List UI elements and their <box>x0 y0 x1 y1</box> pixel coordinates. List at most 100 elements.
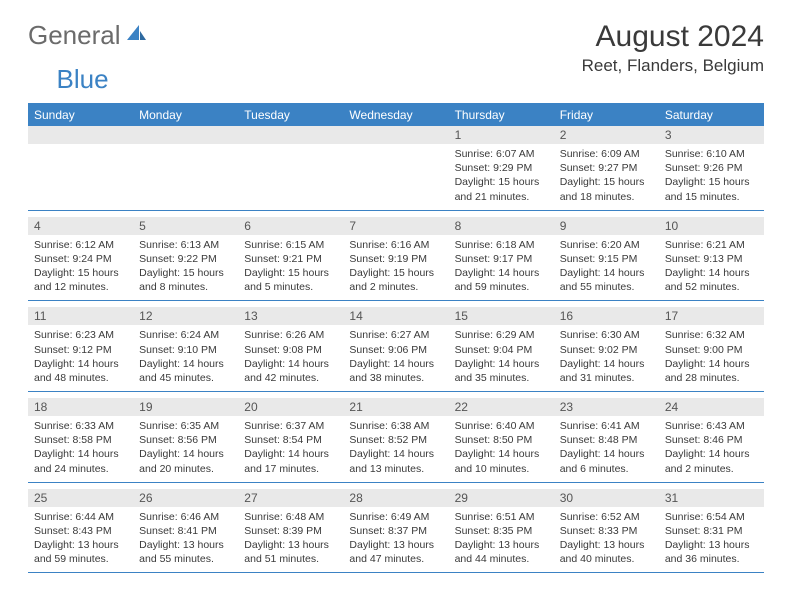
day-number: 8 <box>449 217 554 235</box>
day-body: Sunrise: 6:32 AMSunset: 9:00 PMDaylight:… <box>659 325 764 391</box>
day-number: 17 <box>659 307 764 325</box>
sunset-line: Sunset: 8:35 PM <box>455 524 548 538</box>
day-number-empty <box>343 126 448 144</box>
calendar-cell: 9Sunrise: 6:20 AMSunset: 9:15 PMDaylight… <box>554 217 659 302</box>
day-number: 9 <box>554 217 659 235</box>
daylight-line: Daylight: 15 hours and 8 minutes. <box>139 266 232 294</box>
sunset-line: Sunset: 8:56 PM <box>139 433 232 447</box>
day-body: Sunrise: 6:09 AMSunset: 9:27 PMDaylight:… <box>554 144 659 210</box>
sunrise-line: Sunrise: 6:10 AM <box>665 147 758 161</box>
calendar-cell: 13Sunrise: 6:26 AMSunset: 9:08 PMDayligh… <box>238 307 343 392</box>
calendar-cell: 6Sunrise: 6:15 AMSunset: 9:21 PMDaylight… <box>238 217 343 302</box>
day-body: Sunrise: 6:18 AMSunset: 9:17 PMDaylight:… <box>449 235 554 301</box>
daylight-line: Daylight: 14 hours and 24 minutes. <box>34 447 127 475</box>
calendar-cell-empty <box>343 126 448 211</box>
day-body: Sunrise: 6:12 AMSunset: 9:24 PMDaylight:… <box>28 235 133 301</box>
day-header: Monday <box>133 104 238 126</box>
day-number: 2 <box>554 126 659 144</box>
day-number: 6 <box>238 217 343 235</box>
month-title: August 2024 <box>582 20 764 54</box>
sunrise-line: Sunrise: 6:26 AM <box>244 328 337 342</box>
day-header: Sunday <box>28 104 133 126</box>
sunset-line: Sunset: 8:54 PM <box>244 433 337 447</box>
sunrise-line: Sunrise: 6:13 AM <box>139 238 232 252</box>
daylight-line: Daylight: 14 hours and 2 minutes. <box>665 447 758 475</box>
day-number: 7 <box>343 217 448 235</box>
calendar-cell: 17Sunrise: 6:32 AMSunset: 9:00 PMDayligh… <box>659 307 764 392</box>
day-number: 12 <box>133 307 238 325</box>
daylight-line: Daylight: 13 hours and 44 minutes. <box>455 538 548 566</box>
daylight-line: Daylight: 15 hours and 15 minutes. <box>665 175 758 203</box>
day-body: Sunrise: 6:51 AMSunset: 8:35 PMDaylight:… <box>449 507 554 573</box>
day-number-empty <box>133 126 238 144</box>
daylight-line: Daylight: 15 hours and 2 minutes. <box>349 266 442 294</box>
calendar-cell: 31Sunrise: 6:54 AMSunset: 8:31 PMDayligh… <box>659 489 764 574</box>
calendar-cell: 3Sunrise: 6:10 AMSunset: 9:26 PMDaylight… <box>659 126 764 211</box>
day-header: Wednesday <box>343 104 448 126</box>
sunrise-line: Sunrise: 6:44 AM <box>34 510 127 524</box>
day-number: 18 <box>28 398 133 416</box>
sunset-line: Sunset: 9:29 PM <box>455 161 548 175</box>
sunset-line: Sunset: 8:58 PM <box>34 433 127 447</box>
sunrise-line: Sunrise: 6:20 AM <box>560 238 653 252</box>
day-body: Sunrise: 6:21 AMSunset: 9:13 PMDaylight:… <box>659 235 764 301</box>
daylight-line: Daylight: 14 hours and 31 minutes. <box>560 357 653 385</box>
day-body: Sunrise: 6:44 AMSunset: 8:43 PMDaylight:… <box>28 507 133 573</box>
sunrise-line: Sunrise: 6:40 AM <box>455 419 548 433</box>
day-header: Tuesday <box>238 104 343 126</box>
calendar-cell: 26Sunrise: 6:46 AMSunset: 8:41 PMDayligh… <box>133 489 238 574</box>
day-number: 28 <box>343 489 448 507</box>
day-body: Sunrise: 6:33 AMSunset: 8:58 PMDaylight:… <box>28 416 133 482</box>
calendar-cell: 8Sunrise: 6:18 AMSunset: 9:17 PMDaylight… <box>449 217 554 302</box>
day-body: Sunrise: 6:35 AMSunset: 8:56 PMDaylight:… <box>133 416 238 482</box>
daylight-line: Daylight: 14 hours and 13 minutes. <box>349 447 442 475</box>
calendar-cell-empty <box>28 126 133 211</box>
daylight-line: Daylight: 14 hours and 48 minutes. <box>34 357 127 385</box>
calendar-cell: 28Sunrise: 6:49 AMSunset: 8:37 PMDayligh… <box>343 489 448 574</box>
daylight-line: Daylight: 14 hours and 6 minutes. <box>560 447 653 475</box>
daylight-line: Daylight: 14 hours and 10 minutes. <box>455 447 548 475</box>
daylight-line: Daylight: 13 hours and 51 minutes. <box>244 538 337 566</box>
daylight-line: Daylight: 14 hours and 42 minutes. <box>244 357 337 385</box>
calendar-cell: 1Sunrise: 6:07 AMSunset: 9:29 PMDaylight… <box>449 126 554 211</box>
day-number: 25 <box>28 489 133 507</box>
sunset-line: Sunset: 8:43 PM <box>34 524 127 538</box>
sunrise-line: Sunrise: 6:15 AM <box>244 238 337 252</box>
calendar-cell: 21Sunrise: 6:38 AMSunset: 8:52 PMDayligh… <box>343 398 448 483</box>
calendar-cell: 5Sunrise: 6:13 AMSunset: 9:22 PMDaylight… <box>133 217 238 302</box>
day-header: Friday <box>554 104 659 126</box>
sunrise-line: Sunrise: 6:27 AM <box>349 328 442 342</box>
calendar-cell: 29Sunrise: 6:51 AMSunset: 8:35 PMDayligh… <box>449 489 554 574</box>
day-number: 4 <box>28 217 133 235</box>
sunset-line: Sunset: 9:12 PM <box>34 343 127 357</box>
sunset-line: Sunset: 8:41 PM <box>139 524 232 538</box>
day-body: Sunrise: 6:07 AMSunset: 9:29 PMDaylight:… <box>449 144 554 210</box>
title-block: August 2024 Reet, Flanders, Belgium <box>582 20 764 76</box>
day-number: 30 <box>554 489 659 507</box>
calendar-cell: 7Sunrise: 6:16 AMSunset: 9:19 PMDaylight… <box>343 217 448 302</box>
daylight-line: Daylight: 13 hours and 55 minutes. <box>139 538 232 566</box>
day-body: Sunrise: 6:20 AMSunset: 9:15 PMDaylight:… <box>554 235 659 301</box>
sunset-line: Sunset: 9:27 PM <box>560 161 653 175</box>
sunrise-line: Sunrise: 6:09 AM <box>560 147 653 161</box>
daylight-line: Daylight: 13 hours and 40 minutes. <box>560 538 653 566</box>
calendar-cell: 30Sunrise: 6:52 AMSunset: 8:33 PMDayligh… <box>554 489 659 574</box>
sunrise-line: Sunrise: 6:48 AM <box>244 510 337 524</box>
calendar-cell: 4Sunrise: 6:12 AMSunset: 9:24 PMDaylight… <box>28 217 133 302</box>
sunset-line: Sunset: 9:15 PM <box>560 252 653 266</box>
sunrise-line: Sunrise: 6:37 AM <box>244 419 337 433</box>
day-body: Sunrise: 6:29 AMSunset: 9:04 PMDaylight:… <box>449 325 554 391</box>
daylight-line: Daylight: 15 hours and 21 minutes. <box>455 175 548 203</box>
day-body: Sunrise: 6:13 AMSunset: 9:22 PMDaylight:… <box>133 235 238 301</box>
calendar-cell: 14Sunrise: 6:27 AMSunset: 9:06 PMDayligh… <box>343 307 448 392</box>
calendar-cell: 10Sunrise: 6:21 AMSunset: 9:13 PMDayligh… <box>659 217 764 302</box>
sunset-line: Sunset: 9:13 PM <box>665 252 758 266</box>
daylight-line: Daylight: 14 hours and 45 minutes. <box>139 357 232 385</box>
day-number-empty <box>28 126 133 144</box>
sunset-line: Sunset: 8:33 PM <box>560 524 653 538</box>
day-number: 15 <box>449 307 554 325</box>
sunset-line: Sunset: 8:52 PM <box>349 433 442 447</box>
location: Reet, Flanders, Belgium <box>582 56 764 76</box>
day-number: 27 <box>238 489 343 507</box>
daylight-line: Daylight: 14 hours and 28 minutes. <box>665 357 758 385</box>
